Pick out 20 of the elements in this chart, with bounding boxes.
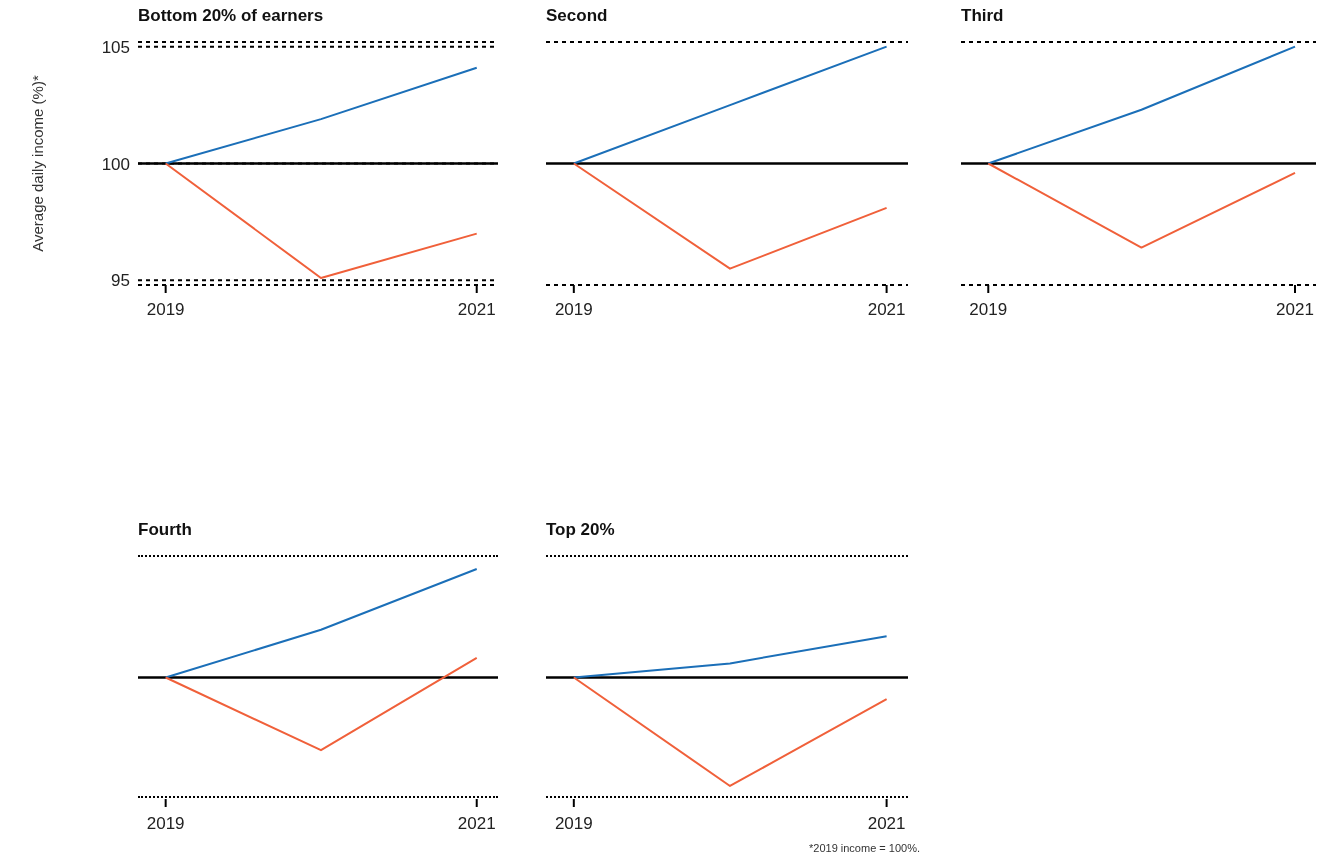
y-tick-label: 95 xyxy=(111,271,130,291)
text: *2019 income = 100%. xyxy=(809,842,920,854)
x-tick-label: 2019 xyxy=(146,814,185,834)
x-tick-label: 2019 xyxy=(146,300,185,320)
x-tick-label: 2021 xyxy=(457,814,496,834)
y-tick-label: 100 xyxy=(101,154,130,174)
x-tick-label: 2021 xyxy=(1276,300,1314,320)
x-tick-label: 2021 xyxy=(867,814,906,834)
x-tick-label: 2019 xyxy=(969,300,1008,320)
chart-title: Top 20% xyxy=(546,520,615,540)
chart-title: Fourth xyxy=(138,520,192,540)
chart-title: Third xyxy=(961,6,1004,26)
x-tick-label: 2019 xyxy=(554,300,593,320)
chart-title: Second xyxy=(546,6,608,26)
chart-title: Bottom 20% of earners xyxy=(138,6,324,26)
y-tick-label: 105 xyxy=(101,37,130,57)
y-axis-title: Average daily income (%)* xyxy=(29,75,47,252)
x-tick-label: 2019 xyxy=(554,814,593,834)
x-tick-label: 2021 xyxy=(457,300,496,320)
x-tick-label: 2021 xyxy=(867,300,906,320)
